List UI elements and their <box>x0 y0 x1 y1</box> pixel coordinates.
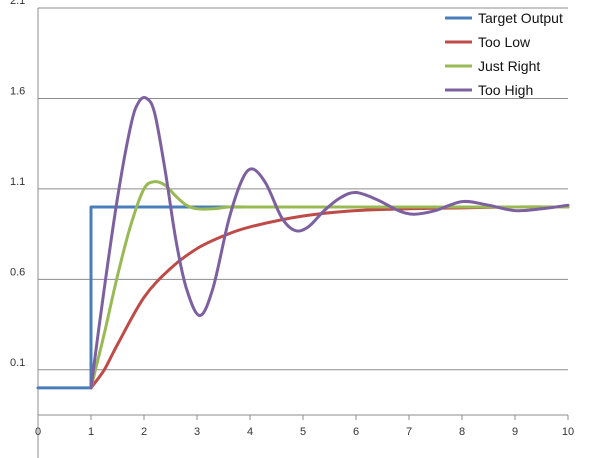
x-tick-label: 8 <box>459 426 465 438</box>
x-tick-label: 2 <box>141 426 147 438</box>
legend-label-just-right: Just Right <box>478 58 540 74</box>
axes <box>37 8 569 458</box>
y-tick-label: 1.6 <box>10 85 25 97</box>
x-tick-label: 4 <box>247 426 253 438</box>
x-tick-label: 5 <box>300 426 306 438</box>
x-tick-label: 1 <box>88 426 94 438</box>
gridlines <box>38 7 568 371</box>
y-tick-label: 0.6 <box>10 266 25 278</box>
y-tick-label: 1.1 <box>10 176 25 188</box>
series-line-just-right <box>89 180 570 390</box>
y-tick-label: 0.1 <box>10 357 25 369</box>
x-tick-label: 9 <box>512 426 518 438</box>
x-tick-label: 6 <box>353 426 359 438</box>
x-tick-label: 0 <box>35 426 41 438</box>
series-lines <box>36 96 570 390</box>
series-line-too-high <box>89 96 570 390</box>
series-line-target-output <box>36 205 570 390</box>
y-tick-label: 2.1 <box>10 0 25 7</box>
legend-label-too-high: Too High <box>478 82 533 98</box>
y-tick-labels: 0.1 0.6 1.1 1.6 2.1 <box>10 0 25 369</box>
legend: Target Output Too Low Just Right Too High <box>445 10 563 98</box>
x-tick-labels: 0 1 2 3 4 5 6 7 8 9 10 <box>35 426 574 438</box>
legend-label-too-low: Too Low <box>478 34 531 50</box>
x-tick-label: 3 <box>194 426 200 438</box>
x-tick-label: 7 <box>406 426 412 438</box>
x-tick-label: 10 <box>562 426 574 438</box>
series-line-too-low <box>89 205 570 390</box>
legend-label-target-output: Target Output <box>478 10 563 26</box>
